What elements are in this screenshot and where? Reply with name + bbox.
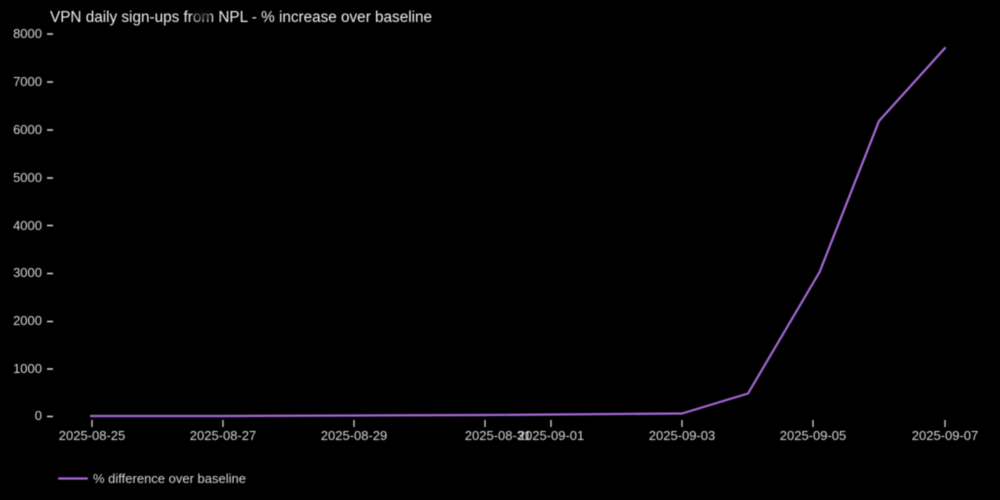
svg-text:2025-08-27: 2025-08-27 (190, 428, 257, 443)
svg-text:2025-09-01: 2025-09-01 (518, 428, 585, 443)
svg-text:7000: 7000 (13, 74, 42, 89)
svg-text:2000: 2000 (13, 313, 42, 328)
svg-text:5000: 5000 (13, 170, 42, 185)
svg-text:2025-09-07: 2025-09-07 (912, 428, 979, 443)
svg-text:8000: 8000 (13, 26, 42, 41)
svg-text:1000: 1000 (13, 361, 42, 376)
svg-text:2025-09-05: 2025-09-05 (780, 428, 847, 443)
svg-text:0: 0 (35, 408, 42, 423)
svg-text:4000: 4000 (13, 218, 42, 233)
svg-text:2025-08-25: 2025-08-25 (59, 428, 126, 443)
svg-text:6000: 6000 (13, 122, 42, 137)
svg-text:2025-09-03: 2025-09-03 (649, 428, 716, 443)
svg-text:3000: 3000 (13, 265, 42, 280)
svg-text:% difference over baseline: % difference over baseline (93, 471, 246, 486)
svg-text:2025-08-29: 2025-08-29 (321, 428, 388, 443)
